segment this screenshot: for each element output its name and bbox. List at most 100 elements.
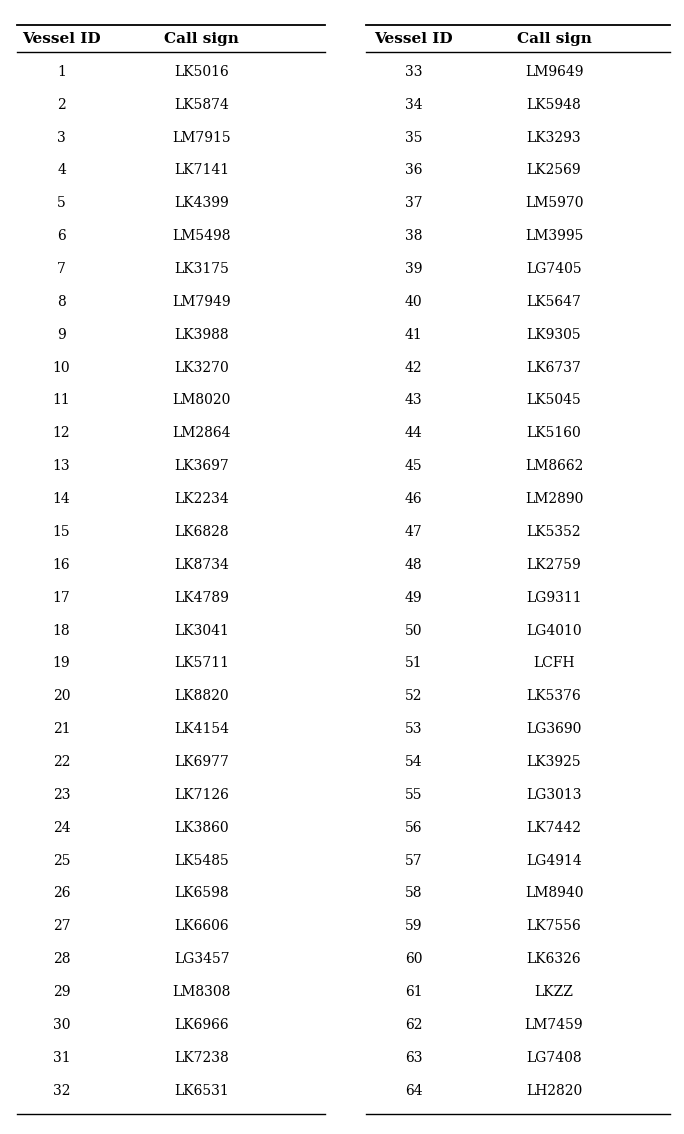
- Text: 34: 34: [405, 98, 423, 112]
- Text: LKZZ: LKZZ: [535, 985, 573, 999]
- Text: LM5498: LM5498: [172, 229, 231, 243]
- Text: LK5485: LK5485: [174, 854, 229, 868]
- Text: 39: 39: [405, 262, 423, 276]
- Text: LG4914: LG4914: [526, 854, 582, 868]
- Text: LK6977: LK6977: [174, 755, 229, 769]
- Text: 40: 40: [405, 295, 423, 308]
- Text: LG3690: LG3690: [527, 722, 581, 736]
- Text: LK6966: LK6966: [174, 1018, 229, 1032]
- Text: LM3995: LM3995: [525, 229, 583, 243]
- Text: 33: 33: [405, 65, 423, 79]
- Text: LK8734: LK8734: [174, 558, 229, 572]
- Text: 24: 24: [53, 821, 70, 835]
- Text: Vessel ID: Vessel ID: [375, 32, 453, 45]
- Text: 60: 60: [405, 953, 423, 966]
- Text: Call sign: Call sign: [516, 32, 592, 45]
- Text: LM7915: LM7915: [172, 130, 231, 145]
- Text: 11: 11: [53, 393, 70, 407]
- Text: 2: 2: [57, 98, 66, 112]
- Text: LK7238: LK7238: [174, 1051, 229, 1065]
- Text: LK7556: LK7556: [527, 920, 581, 933]
- Text: 53: 53: [405, 722, 423, 736]
- Text: LM5970: LM5970: [525, 196, 583, 210]
- Text: 14: 14: [53, 492, 70, 506]
- Text: LM7459: LM7459: [525, 1018, 583, 1032]
- Text: 59: 59: [405, 920, 423, 933]
- Text: LCFH: LCFH: [534, 657, 575, 670]
- Text: 47: 47: [405, 525, 423, 539]
- Text: 35: 35: [405, 130, 423, 145]
- Text: 29: 29: [53, 985, 70, 999]
- Text: 45: 45: [405, 459, 423, 473]
- Text: LK3041: LK3041: [174, 624, 229, 637]
- Text: LG9311: LG9311: [526, 591, 582, 604]
- Text: LM8662: LM8662: [525, 459, 583, 473]
- Text: 25: 25: [53, 854, 70, 868]
- Text: LK7442: LK7442: [527, 821, 581, 835]
- Text: 31: 31: [53, 1051, 70, 1065]
- Text: LK4789: LK4789: [174, 591, 229, 604]
- Text: LK5874: LK5874: [174, 98, 229, 112]
- Text: LK3175: LK3175: [174, 262, 229, 276]
- Text: LK6326: LK6326: [527, 953, 581, 966]
- Text: 9: 9: [57, 328, 66, 341]
- Text: 55: 55: [405, 788, 423, 802]
- Text: LK5948: LK5948: [527, 98, 581, 112]
- Text: 22: 22: [53, 755, 70, 769]
- Text: 38: 38: [405, 229, 423, 243]
- Text: LK5647: LK5647: [527, 295, 581, 308]
- Text: 49: 49: [405, 591, 423, 604]
- Text: LK7126: LK7126: [174, 788, 229, 802]
- Text: 50: 50: [405, 624, 423, 637]
- Text: 32: 32: [53, 1084, 70, 1098]
- Text: 42: 42: [405, 361, 423, 374]
- Text: 62: 62: [405, 1018, 423, 1032]
- Text: 61: 61: [405, 985, 423, 999]
- Text: 18: 18: [53, 624, 70, 637]
- Text: 19: 19: [53, 657, 70, 670]
- Text: LK5376: LK5376: [527, 689, 581, 703]
- Text: Call sign: Call sign: [164, 32, 239, 45]
- Text: 13: 13: [53, 459, 70, 473]
- Text: 52: 52: [405, 689, 423, 703]
- Text: 58: 58: [405, 887, 423, 900]
- Text: LK4154: LK4154: [174, 722, 229, 736]
- Text: 21: 21: [53, 722, 70, 736]
- Text: 12: 12: [53, 426, 70, 440]
- Text: LK4399: LK4399: [174, 196, 229, 210]
- Text: LM8940: LM8940: [525, 887, 583, 900]
- Text: 41: 41: [405, 328, 423, 341]
- Text: 28: 28: [53, 953, 70, 966]
- Text: LK2569: LK2569: [527, 163, 581, 177]
- Text: 44: 44: [405, 426, 423, 440]
- Text: 10: 10: [53, 361, 70, 374]
- Text: 27: 27: [53, 920, 70, 933]
- Text: 54: 54: [405, 755, 423, 769]
- Text: LK3860: LK3860: [174, 821, 229, 835]
- Text: LK7141: LK7141: [174, 163, 229, 177]
- Text: 8: 8: [57, 295, 66, 308]
- Text: LK5711: LK5711: [174, 657, 229, 670]
- Text: 1: 1: [57, 65, 66, 79]
- Text: LK5016: LK5016: [174, 65, 229, 79]
- Text: LK5045: LK5045: [527, 393, 581, 407]
- Text: LK2234: LK2234: [174, 492, 229, 506]
- Text: 15: 15: [53, 525, 70, 539]
- Text: 56: 56: [405, 821, 423, 835]
- Text: 46: 46: [405, 492, 423, 506]
- Text: LK6737: LK6737: [527, 361, 581, 374]
- Text: 20: 20: [53, 689, 70, 703]
- Text: LM2864: LM2864: [172, 426, 231, 440]
- Text: 6: 6: [57, 229, 66, 243]
- Text: LK3293: LK3293: [527, 130, 581, 145]
- Text: 37: 37: [405, 196, 423, 210]
- Text: 17: 17: [53, 591, 70, 604]
- Text: 4: 4: [57, 163, 66, 177]
- Text: LM7949: LM7949: [172, 295, 231, 308]
- Text: LG4010: LG4010: [526, 624, 582, 637]
- Text: LK5352: LK5352: [527, 525, 581, 539]
- Text: 51: 51: [405, 657, 423, 670]
- Text: LM8308: LM8308: [172, 985, 231, 999]
- Text: LG7408: LG7408: [526, 1051, 582, 1065]
- Text: 3: 3: [57, 130, 66, 145]
